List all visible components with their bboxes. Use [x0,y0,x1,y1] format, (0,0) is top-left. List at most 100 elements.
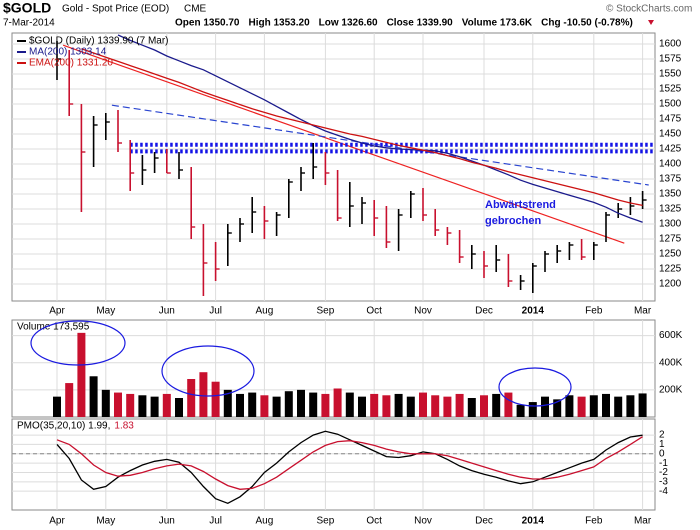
volume-bar [394,393,403,417]
quote-field: Low 1326.60 [319,18,378,29]
y-tick-label: 1400 [659,159,682,170]
quote-field: High 1353.20 [248,18,310,29]
x-tick-label: Jul [209,516,222,527]
volume-bar [345,392,354,417]
x-tick-label: 2014 [522,306,545,317]
y-tick-label: 400K [659,357,683,368]
x-tick-label: Dec [475,306,493,317]
y-tick-label: 1225 [659,264,682,275]
y-tick-label: -3 [659,476,668,487]
volume-bar [260,395,269,417]
x-tick-label: Feb [585,516,603,527]
x-tick-label: 2014 [522,516,545,527]
volume-bar [309,392,318,417]
volume-bar [516,404,525,417]
volume-bar [297,389,305,417]
volume-bar [382,395,391,417]
volume-bar [370,393,379,417]
trend-line [62,44,625,244]
volume-bar [565,395,574,417]
line-series [81,48,643,207]
exchange: CME [184,4,207,15]
volume-bar [480,395,488,417]
y-tick-label: 1500 [659,99,682,110]
volume-bar [358,396,366,417]
volume-bar [223,389,232,417]
description: Gold - Spot Price (EOD) [62,4,169,15]
x-tick-label: Apr [49,516,65,527]
highlight-ellipse [498,367,572,407]
x-tick-label: Dec [475,516,493,527]
volume-bar [541,396,549,417]
y-tick-label: 1375 [659,174,682,185]
volume-bar [431,395,440,417]
volume-bar [89,376,98,417]
volume-bar [577,396,586,417]
x-tick-label: Jul [209,306,222,317]
volume-bar [626,395,635,417]
x-tick-label: Jun [159,516,175,527]
y-tick-label: -4 [659,486,668,497]
y-tick-label: 1200 [659,279,682,290]
line-series [117,34,643,223]
line-series [56,430,643,505]
date: 7-Mar-2014 [3,18,55,29]
y-tick-label: 1 [659,439,665,450]
x-tick-label: Aug [256,306,274,317]
x-tick-label: Nov [414,516,432,527]
volume-bar [321,393,330,417]
volume-bar [65,383,74,417]
volume-bar [638,393,647,417]
volume-bar [602,393,610,417]
volume-bar [419,392,427,417]
volume-bar [175,398,183,417]
y-tick-label: 1525 [659,84,682,95]
volume-bar [553,399,562,417]
line-series [56,436,643,490]
y-tick-label: 600K [659,330,683,341]
volume-bar [150,396,159,417]
x-tick-label: May [96,516,115,527]
volume-bar [406,396,415,417]
y-tick-label: -2 [659,467,668,478]
volume-bar [528,402,537,417]
x-tick-label: Apr [49,306,65,317]
volume-bar [199,372,208,417]
x-tick-label: Mar [634,516,652,527]
annotation: Abwärtstrend [485,199,556,211]
price-panel [11,32,656,302]
volume-bar [101,389,110,417]
highlight-ellipse [30,320,126,366]
volume-bar [77,332,86,417]
legend-label: $GOLD (Daily) 1339.90 (7 Mar) [29,36,169,47]
y-tick-label: 1350 [659,189,682,200]
y-tick-label: 1550 [659,69,682,80]
volume-bar [443,396,452,417]
volume-bar [333,388,342,417]
volume-bar [53,396,61,417]
y-tick-label: 2 [659,430,665,441]
y-tick-label: 200K [659,384,683,395]
volume-bar [138,395,147,417]
highlight-ellipse [161,345,255,397]
y-tick-label: 1475 [659,114,682,125]
quote-field: Close 1339.90 [387,18,454,29]
y-tick-label: 1425 [659,144,682,155]
volume-bar [504,392,513,417]
x-tick-label: Nov [414,306,432,317]
copyright: © StockCharts.com [606,4,692,15]
volume-bar [614,396,623,417]
volume-bar [492,393,501,417]
x-tick-label: Aug [256,516,274,527]
volume-bar [236,393,244,417]
volume-bar [114,392,122,417]
quote-field: Volume 173.6K [462,18,533,29]
x-tick-label: May [96,306,115,317]
legend-label: 1.83 [114,421,134,432]
legend-label: EMA(200) 1331.20 [29,58,113,69]
panel-label: Volume 173,595 [17,322,90,333]
legend-label: MA(200) 1303.14 [29,47,107,58]
volume-bar [162,393,171,417]
plot-layer: 1200 1225 1250 1275 1300 1325 1350 1375 1400 1425… [12,33,683,527]
